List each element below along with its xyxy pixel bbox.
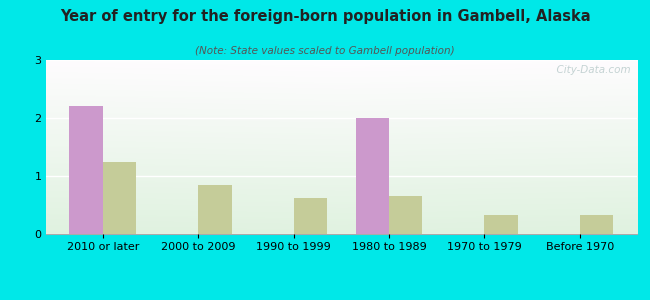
Bar bbox=[580, 215, 613, 234]
Text: City-Data.com: City-Data.com bbox=[551, 65, 631, 75]
Bar bbox=[356, 118, 389, 234]
Bar bbox=[198, 185, 231, 234]
Bar bbox=[484, 215, 518, 234]
Bar bbox=[294, 198, 327, 234]
Bar bbox=[103, 161, 136, 234]
Bar bbox=[389, 196, 422, 234]
Bar bbox=[70, 106, 103, 234]
Text: Year of entry for the foreign-born population in Gambell, Alaska: Year of entry for the foreign-born popul… bbox=[60, 9, 590, 24]
Text: (Note: State values scaled to Gambell population): (Note: State values scaled to Gambell po… bbox=[195, 46, 455, 56]
